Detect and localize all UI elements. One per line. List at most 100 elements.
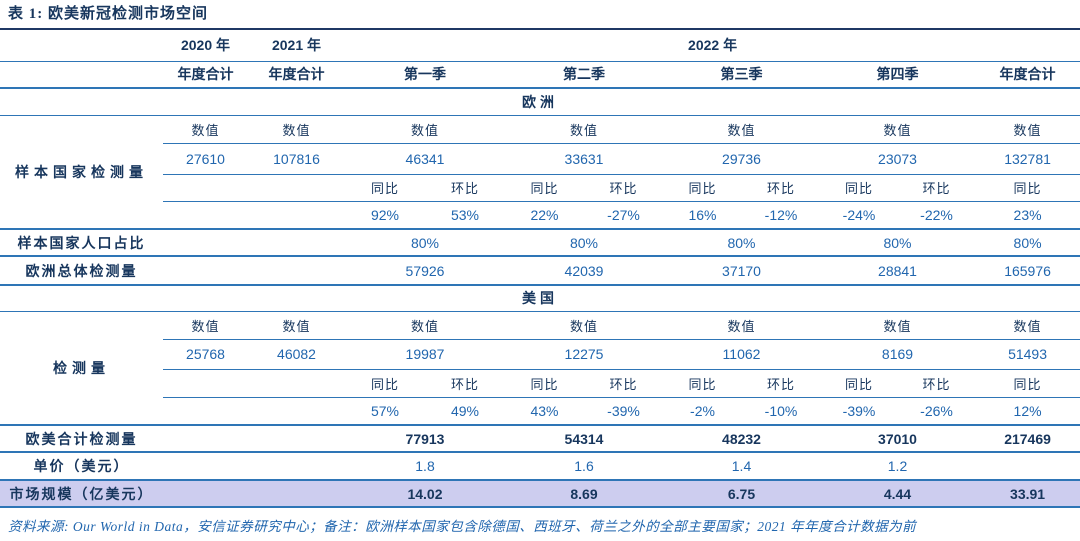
row-label-us-tests: 检测量 <box>0 311 163 426</box>
cell-us-q1-yoy: 57% <box>345 397 425 426</box>
cell-combined-q2: 54314 <box>505 425 663 453</box>
cell-europe-2021-value: 107816 <box>248 143 345 175</box>
cell-market-q1: 14.02 <box>345 480 505 508</box>
cell-europe-q3-value: 29736 <box>663 143 820 175</box>
empty-cell <box>248 256 345 286</box>
cell-europe-q1-value: 46341 <box>345 143 505 175</box>
subheader-value: 数值 <box>820 311 975 340</box>
cell-market-q4: 4.44 <box>820 480 975 508</box>
subheader-value: 数值 <box>505 311 663 340</box>
empty-cell <box>163 201 248 230</box>
cell-us-q2-yoy: 43% <box>505 397 584 426</box>
col-header-2022: 2022 年 <box>345 30 1080 62</box>
empty-cell <box>163 425 248 453</box>
cell-europe-total-q1: 57926 <box>345 256 505 286</box>
cell-europe-2020-value: 27610 <box>163 143 248 175</box>
empty-cell <box>163 174 248 202</box>
cell-europe-q4-qoq: -22% <box>898 201 975 230</box>
empty-cell <box>163 256 248 286</box>
subheader-qoq: 环比 <box>584 369 663 398</box>
cell-market-q2: 8.69 <box>505 480 663 508</box>
subheader-qoq: 环比 <box>425 174 505 202</box>
subheader-yoy: 同比 <box>820 174 898 202</box>
subheader-value: 数值 <box>345 115 505 144</box>
subheader-yoy: 同比 <box>975 369 1080 398</box>
row-label-market-size: 市场规模（亿美元） <box>0 480 163 508</box>
row-label-europe-population-share: 样本国家人口占比 <box>0 229 163 257</box>
cell-us-q4-qoq: -26% <box>898 397 975 426</box>
cell-price-q1: 1.8 <box>345 452 505 481</box>
cell-market-2022: 33.91 <box>975 480 1080 508</box>
cell-europe-2022-yoy: 23% <box>975 201 1080 230</box>
empty-cell <box>248 369 345 398</box>
cell-europe-2022-value: 132781 <box>975 143 1080 175</box>
section-row-us: 美国 <box>0 285 1080 312</box>
cell-europe-q1-yoy: 92% <box>345 201 425 230</box>
subheader-yoy: 同比 <box>345 174 425 202</box>
cell-pop-q4: 80% <box>820 229 975 257</box>
us-pct-subheader-row: 同比 环比 同比 环比 同比 环比 同比 环比 同比 <box>0 369 1080 398</box>
col-header-2020-annual: 年度合计 <box>163 61 248 89</box>
cell-europe-q2-yoy: 22% <box>505 201 584 230</box>
subheader-value: 数值 <box>248 115 345 144</box>
section-header-us: 美国 <box>0 285 1080 312</box>
cell-market-q3: 6.75 <box>663 480 820 508</box>
cell-europe-q3-qoq: -12% <box>742 201 820 230</box>
cell-combined-q3: 48232 <box>663 425 820 453</box>
empty-cell <box>163 229 248 257</box>
section-header-europe: 欧洲 <box>0 88 1080 116</box>
cell-combined-2022: 217469 <box>975 425 1080 453</box>
europe-pct-row: 92% 53% 22% -27% 16% -12% -24% -22% 23% <box>0 201 1080 230</box>
col-header-q1: 第一季 <box>345 61 505 89</box>
subheader-value: 数值 <box>248 311 345 340</box>
subheader-value: 数值 <box>505 115 663 144</box>
cell-europe-total-2022: 165976 <box>975 256 1080 286</box>
subheader-yoy: 同比 <box>663 369 742 398</box>
us-value-subheader-row: 检测量 数值 数值 数值 数值 数值 数值 数值 <box>0 311 1080 426</box>
cell-europe-total-q4: 28841 <box>820 256 975 286</box>
cell-combined-q4: 37010 <box>820 425 975 453</box>
cell-europe-q1-qoq: 53% <box>425 201 505 230</box>
col-header-q3: 第三季 <box>663 61 820 89</box>
empty-cell <box>0 30 163 62</box>
empty-cell <box>248 452 345 481</box>
cell-price-q4: 1.2 <box>820 452 975 481</box>
subheader-qoq: 环比 <box>584 174 663 202</box>
cell-europe-q4-value: 23073 <box>820 143 975 175</box>
europe-value-subheader-row: 样本国家检测量 数值 数值 数值 数值 数值 数值 数值 <box>0 115 1080 230</box>
page-title: 表 1: 欧美新冠检测市场空间 <box>8 6 208 22</box>
cell-us-2021-value: 46082 <box>248 339 345 370</box>
cell-us-q3-yoy: -2% <box>663 397 742 426</box>
cell-europe-q2-value: 33631 <box>505 143 663 175</box>
empty-cell <box>248 397 345 426</box>
cell-pop-2022: 80% <box>975 229 1080 257</box>
col-header-2021-annual: 年度合计 <box>248 61 345 89</box>
cell-europe-q4-yoy: -24% <box>820 201 898 230</box>
cell-price-q2: 1.6 <box>505 452 663 481</box>
subheader-yoy: 同比 <box>975 174 1080 202</box>
row-label-europe-total-tests: 欧洲总体检测量 <box>0 256 163 286</box>
cell-pop-q3: 80% <box>663 229 820 257</box>
header-row-years: 2020 年 2021 年 2022 年 <box>0 30 1080 62</box>
cell-us-q3-qoq: -10% <box>742 397 820 426</box>
empty-cell <box>248 480 345 508</box>
subheader-yoy: 同比 <box>820 369 898 398</box>
empty-cell <box>0 61 163 89</box>
cell-us-q3-value: 11062 <box>663 339 820 370</box>
col-header-2021: 2021 年 <box>248 30 345 62</box>
cell-us-2022-yoy: 12% <box>975 397 1080 426</box>
cell-pop-q1: 80% <box>345 229 505 257</box>
europe-values-row: 27610 107816 46341 33631 29736 23073 132… <box>0 143 1080 175</box>
subheader-value: 数值 <box>345 311 505 340</box>
us-pct-row: 57% 49% 43% -39% -2% -10% -39% -26% 12% <box>0 397 1080 426</box>
subheader-value: 数值 <box>163 311 248 340</box>
cell-price-q3: 1.4 <box>663 452 820 481</box>
subheader-value: 数值 <box>975 311 1080 340</box>
europe-pct-subheader-row: 同比 环比 同比 环比 同比 环比 同比 环比 同比 <box>0 174 1080 202</box>
col-header-2020: 2020 年 <box>163 30 248 62</box>
cell-us-q1-value: 19987 <box>345 339 505 370</box>
cell-europe-q2-qoq: -27% <box>584 201 663 230</box>
row-label-unit-price: 单价（美元） <box>0 452 163 481</box>
header-row-periods: 年度合计 年度合计 第一季 第二季 第三季 第四季 年度合计 <box>0 61 1080 89</box>
empty-cell <box>248 229 345 257</box>
